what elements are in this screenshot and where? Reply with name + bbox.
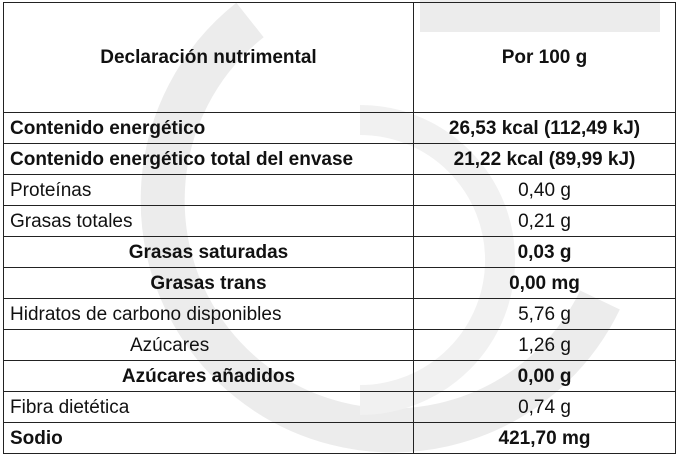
row-label: Azúcares xyxy=(3,329,414,361)
row-label: Contenido energético xyxy=(3,112,414,144)
table-row-added-sugars: Azúcares añadidos 0,00 g xyxy=(3,360,676,392)
table-row-carbohydrates: Hidratos de carbono disponibles 5,76 g xyxy=(3,298,676,330)
row-value: 26,53 kcal (112,49 kJ) xyxy=(413,112,676,144)
nutrition-table: Declaración nutrimental Por 100 g Conten… xyxy=(3,2,676,454)
header-value: Por 100 g xyxy=(413,2,676,113)
row-label: Contenido energético total del envase xyxy=(3,143,414,175)
row-label: Azúcares añadidos xyxy=(3,360,414,392)
row-label: Proteínas xyxy=(3,174,414,206)
row-label: Grasas totales xyxy=(3,205,414,237)
table-row-sodium: Sodio 421,70 mg xyxy=(3,422,676,454)
row-value: 0,74 g xyxy=(413,391,676,423)
table-row-proteins: Proteínas 0,40 g xyxy=(3,174,676,206)
row-label: Grasas saturadas xyxy=(3,236,414,268)
row-value: 21,22 kcal (89,99 kJ) xyxy=(413,143,676,175)
row-value: 0,21 g xyxy=(413,205,676,237)
row-value: 1,26 g xyxy=(413,329,676,361)
table-row-fiber: Fibra dietética 0,74 g xyxy=(3,391,676,423)
row-value: 0,40 g xyxy=(413,174,676,206)
table-row-total-fat: Grasas totales 0,21 g xyxy=(3,205,676,237)
row-value: 421,70 mg xyxy=(413,422,676,454)
table-row-energy: Contenido energético 26,53 kcal (112,49 … xyxy=(3,112,676,144)
table-row-energy-total: Contenido energético total del envase 21… xyxy=(3,143,676,175)
table-row-saturated-fat: Grasas saturadas 0,03 g xyxy=(3,236,676,268)
row-label: Hidratos de carbono disponibles xyxy=(3,298,414,330)
header-label: Declaración nutrimental xyxy=(3,2,414,113)
row-value: 0,03 g xyxy=(413,236,676,268)
table-row-sugars: Azúcares 1,26 g xyxy=(3,329,676,361)
row-value: 0,00 mg xyxy=(413,267,676,299)
row-label: Sodio xyxy=(3,422,414,454)
row-value: 5,76 g xyxy=(413,298,676,330)
row-label: Fibra dietética xyxy=(3,391,414,423)
row-value: 0,00 g xyxy=(413,360,676,392)
table-row-trans-fat: Grasas trans 0,00 mg xyxy=(3,267,676,299)
row-label: Grasas trans xyxy=(3,267,414,299)
table-header-row: Declaración nutrimental Por 100 g xyxy=(3,2,676,113)
